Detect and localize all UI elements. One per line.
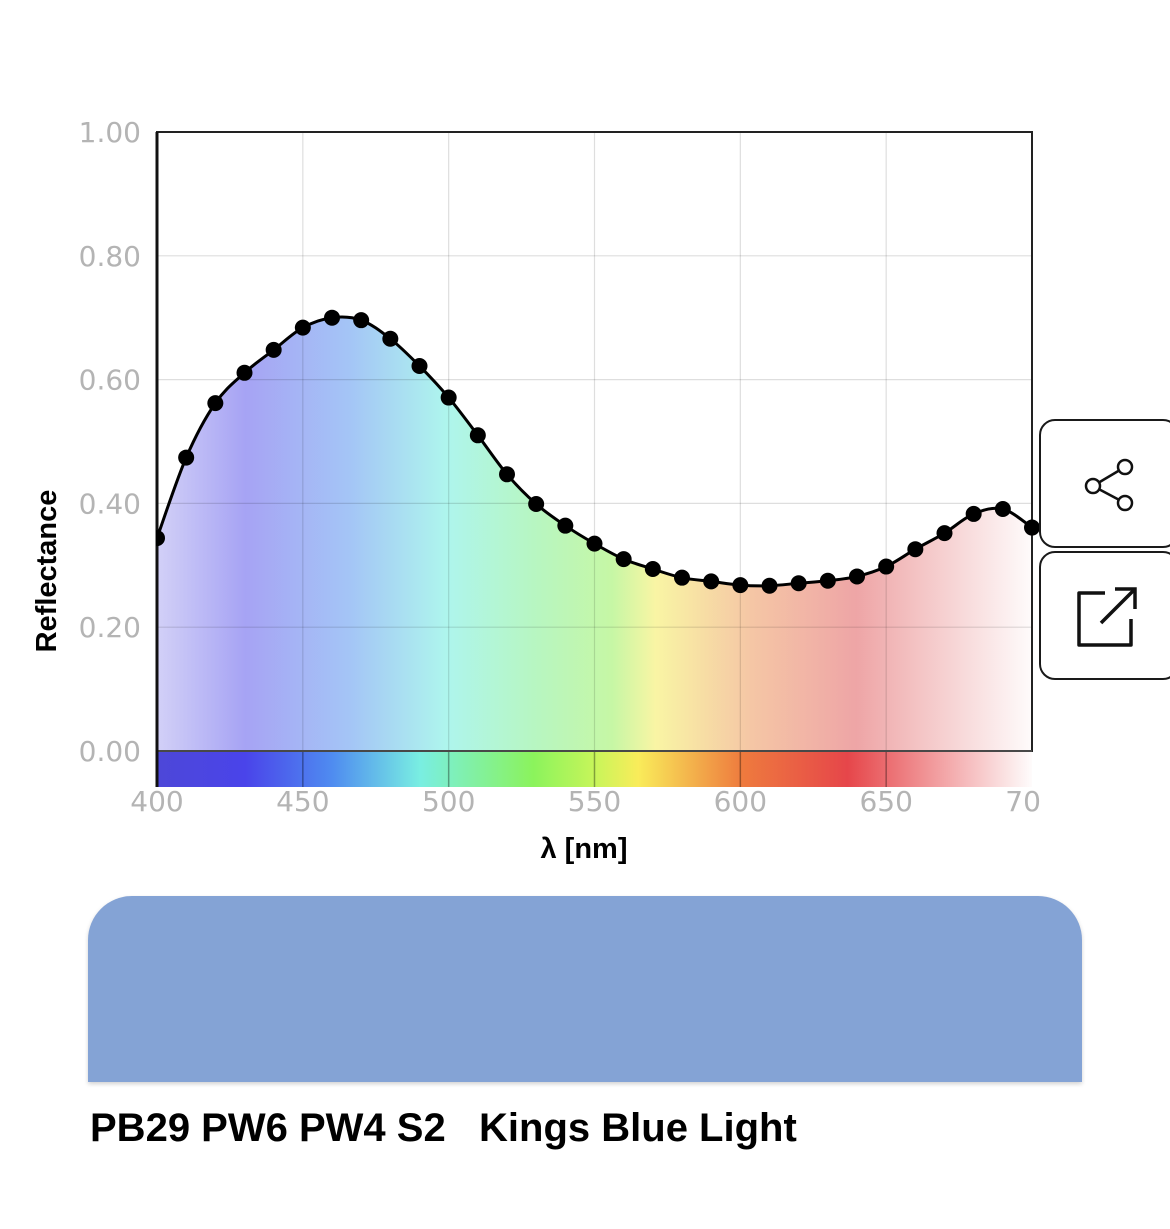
data-point [411,357,428,374]
data-points [156,309,1040,594]
open-external-button[interactable] [1039,551,1170,680]
data-point [382,330,399,347]
y-tick-label: 0.60 [79,364,141,397]
x-tick-label: 450 [276,785,329,818]
x-tick-label: 500 [422,785,475,818]
y-tick-label: 0.00 [79,735,141,768]
data-point [178,449,195,466]
data-point [819,572,836,589]
color-swatch [88,896,1082,1082]
data-point [732,577,749,594]
strip-tick-marks [302,751,887,787]
data-point [849,568,865,585]
external-link-icon [1077,587,1137,647]
y-axis-title: Reflectance [31,490,63,653]
x-tick-label: 600 [714,785,767,818]
data-point [207,395,224,412]
data-point [586,535,603,552]
data-point [703,573,720,590]
data-point [324,309,340,326]
y-tick-labels: 0.00 0.20 0.40 0.60 0.80 1.00 [79,116,141,768]
y-tick-label: 0.80 [79,240,141,273]
data-point [294,319,311,336]
paint-name: Kings Blue Light [479,1106,797,1150]
data-point [499,466,515,483]
data-point [557,517,574,534]
x-tick-label: 650 [859,785,912,818]
x-tick-label: 400 [130,785,183,818]
data-point [469,427,486,444]
data-point [440,389,457,406]
y-tick-label: 1.00 [79,116,141,149]
label-spacer [446,1106,479,1150]
data-point [353,312,370,329]
data-point [878,558,895,575]
data-point [907,541,924,558]
y-tick-label: 0.20 [79,611,141,644]
share-icon [1084,458,1134,512]
data-point [761,577,778,594]
y-tick-label: 0.40 [79,487,141,520]
data-point [790,575,807,592]
data-point [674,569,690,586]
paint-label: PB29 PW6 PW4 S2 Kings Blue Light [90,1106,797,1151]
data-point [236,364,253,381]
data-point [528,496,545,513]
reflectance-chart: 0.00 0.20 0.40 0.60 0.80 1.00 400 450 500 550 600… [31,116,1040,865]
share-button[interactable] [1039,419,1170,548]
data-point [994,500,1011,517]
data-point [965,505,982,522]
data-point [156,530,165,547]
data-point [1024,519,1040,536]
pigment-codes: PB29 PW6 PW4 S2 [90,1106,446,1150]
x-tick-labels: 400 450 500 550 600 650 700 [130,785,1040,818]
spectrum-strip [158,751,1032,787]
x-tick-label: 700 [1005,785,1040,818]
data-point [615,551,632,568]
data-point [936,525,953,542]
data-point [644,561,661,578]
data-point [265,341,282,358]
x-axis-title: λ [nm] [541,833,628,865]
x-tick-label: 550 [568,785,621,818]
reflectance-area-fill [157,317,1032,751]
